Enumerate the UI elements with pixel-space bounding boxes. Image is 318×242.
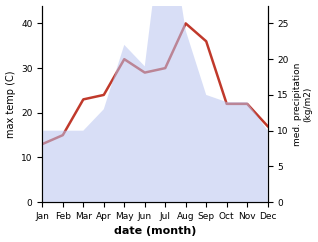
- X-axis label: date (month): date (month): [114, 227, 196, 236]
- Y-axis label: max temp (C): max temp (C): [5, 70, 16, 138]
- Y-axis label: med. precipitation
(kg/m2): med. precipitation (kg/m2): [293, 62, 313, 145]
